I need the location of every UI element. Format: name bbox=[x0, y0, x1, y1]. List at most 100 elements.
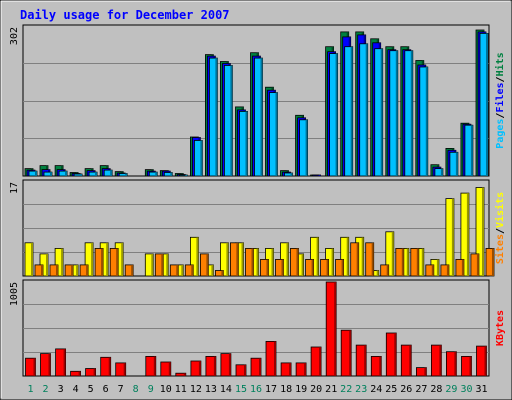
bar-shade bbox=[454, 351, 457, 376]
bar-shade bbox=[326, 259, 329, 276]
bar-shade bbox=[116, 248, 119, 276]
bar-sites-day-19 bbox=[305, 258, 315, 277]
bar-sites-day-5 bbox=[94, 247, 104, 277]
bar-shade bbox=[101, 248, 104, 276]
bar-shade bbox=[289, 362, 292, 376]
bar-shade bbox=[436, 259, 439, 276]
series-label-part-0: KBytes bbox=[495, 310, 506, 346]
x-tick-label-day-27: 27 bbox=[415, 384, 427, 395]
x-axis-day-labels: 1 2 3 4 5 6 7 8 9 10 11 12 13 14 15 16 17 18 19 20 21 22 23 24 2… bbox=[27, 384, 487, 395]
bar-shade bbox=[196, 237, 199, 276]
bar-visits-day-9 bbox=[144, 253, 154, 277]
bar-pages-day-2 bbox=[43, 171, 53, 177]
bar-shade bbox=[110, 170, 113, 176]
bar-shade bbox=[206, 253, 209, 276]
bar-kbytes-day-27 bbox=[415, 367, 427, 377]
bar-shade bbox=[121, 242, 124, 276]
bar-kbytes-day-31 bbox=[476, 345, 487, 377]
x-tick-label-day-2: 2 bbox=[42, 384, 48, 395]
bar-shade bbox=[376, 270, 379, 276]
bar-pages-day-23 bbox=[359, 43, 369, 177]
bar-shade bbox=[161, 253, 164, 276]
bar-shade bbox=[391, 231, 394, 276]
bar-sites-day-15 bbox=[245, 247, 254, 277]
bar-shade bbox=[409, 345, 412, 376]
bar-shade bbox=[33, 358, 36, 376]
bar-shade bbox=[424, 367, 427, 376]
bar-shade bbox=[380, 48, 383, 177]
bar-sites-day-13 bbox=[214, 270, 224, 277]
bar-shade bbox=[296, 248, 299, 276]
bar-pages-day-9 bbox=[148, 171, 158, 177]
bar-shade bbox=[361, 237, 364, 276]
series-label-part-4: Hits bbox=[494, 52, 506, 76]
bar-shade bbox=[331, 248, 334, 276]
x-tick-label-day-26: 26 bbox=[400, 384, 412, 395]
bar-shade bbox=[213, 356, 216, 376]
bar-kbytes-day-11 bbox=[175, 372, 187, 377]
series-label-part-1: / bbox=[495, 228, 506, 234]
bar-pages-day-31 bbox=[479, 33, 489, 177]
bar-pages-day-6 bbox=[103, 169, 113, 177]
bar-shade bbox=[455, 152, 458, 176]
bar-sites-day-3 bbox=[64, 264, 74, 277]
bar-kbytes-day-24 bbox=[370, 355, 382, 377]
bar-shade bbox=[61, 248, 64, 276]
bar-shade bbox=[484, 346, 487, 376]
bar-shade bbox=[469, 356, 472, 376]
bar-pages-day-26 bbox=[404, 50, 414, 177]
bar-visits-day-29 bbox=[445, 198, 455, 277]
bar-shade bbox=[439, 345, 442, 376]
series-label-part-2: Visits bbox=[494, 192, 506, 228]
bar-shade bbox=[244, 364, 246, 376]
bar-visits-day-25 bbox=[385, 231, 395, 277]
series-label-part-3: / bbox=[495, 76, 506, 82]
panel-pages-series-label: Pages/Files/Hits bbox=[494, 52, 506, 148]
bar-shade bbox=[334, 282, 337, 376]
x-tick-label-day-20: 20 bbox=[310, 384, 322, 395]
bar-pages-day-13 bbox=[208, 57, 218, 177]
panel-pages-ymax-label: 302 bbox=[9, 27, 20, 45]
bar-pages-day-29 bbox=[449, 151, 459, 177]
bar-sites-day-31 bbox=[485, 247, 495, 277]
bar-kbytes-day-3 bbox=[55, 348, 66, 377]
bar-kbytes-day-16 bbox=[250, 357, 262, 377]
bar-pages-day-22 bbox=[344, 46, 354, 177]
bar-sites-day-7 bbox=[124, 264, 134, 277]
bar-shade bbox=[221, 270, 224, 276]
x-tick-label-day-13: 13 bbox=[205, 384, 217, 395]
bar-sites-day-12 bbox=[199, 253, 209, 277]
bar-pages-day-25 bbox=[389, 50, 399, 177]
bar-sites-day-23 bbox=[365, 242, 375, 277]
bar-shade bbox=[281, 259, 284, 276]
bar-visits-day-12 bbox=[189, 236, 199, 277]
bar-kbytes-day-2 bbox=[40, 353, 51, 377]
bar-shade bbox=[236, 242, 239, 276]
bar-kbytes-day-14 bbox=[220, 353, 232, 377]
bar-shade bbox=[470, 125, 473, 176]
bar-kbytes-day-21 bbox=[325, 281, 337, 377]
bar-pages-day-24 bbox=[374, 48, 384, 177]
bar-visits-day-31 bbox=[475, 187, 485, 277]
bar-sites-day-28 bbox=[440, 264, 450, 277]
series-label-part-2: Files bbox=[494, 82, 506, 112]
series-label-part-0: Pages bbox=[495, 119, 506, 149]
bar-kbytes-day-13 bbox=[205, 355, 217, 377]
bar-shade bbox=[56, 264, 58, 276]
bar-shade bbox=[406, 248, 409, 276]
bar-shade bbox=[183, 373, 186, 376]
x-tick-label-day-10: 10 bbox=[160, 384, 172, 395]
bar-pages-day-3 bbox=[58, 170, 68, 177]
bar-kbytes-day-20 bbox=[310, 346, 322, 377]
bar-visits-day-14 bbox=[219, 242, 229, 277]
bar-sites-day-14 bbox=[229, 242, 239, 277]
bar-shade bbox=[476, 253, 479, 276]
x-tick-label-day-5: 5 bbox=[88, 384, 94, 395]
bar-visits-day-5 bbox=[84, 242, 94, 277]
x-tick-label-day-7: 7 bbox=[118, 384, 124, 395]
bar-shade bbox=[394, 333, 397, 376]
bar-shade bbox=[301, 253, 304, 276]
bar-kbytes-day-18 bbox=[280, 362, 292, 377]
bar-shade bbox=[108, 357, 111, 376]
bar-pages-day-4 bbox=[73, 173, 83, 177]
